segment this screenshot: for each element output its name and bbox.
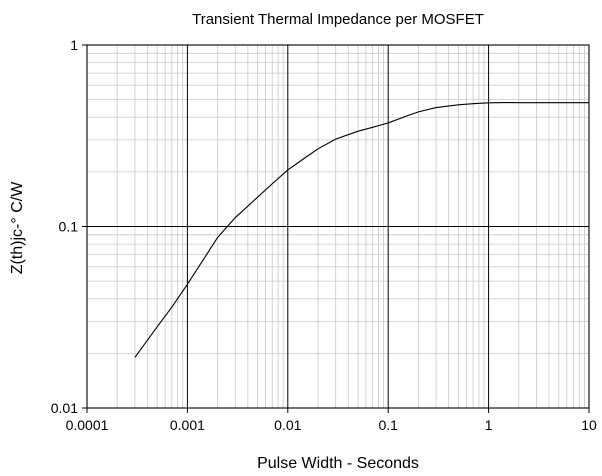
x-tick-label: 0.1 [378,417,398,433]
x-tick-label: 10 [581,417,597,433]
x-tick-label: 0.0001 [66,417,109,433]
x-tick-label: 1 [485,417,493,433]
plot-area [86,44,590,409]
x-axis-ticks: 0.0001 0.001 0.01 0.1 1 10 [66,408,597,433]
major-grid [87,45,589,408]
y-tick-label: 1 [70,37,78,53]
x-tick-label: 0.001 [170,417,205,433]
chart-title: Transient Thermal Impedance per MOSFET [192,11,484,28]
series-line [134,101,589,358]
y-axis-label: Z(th)jc-° C/W [9,181,26,275]
x-tick-label: 0.01 [274,417,301,433]
y-tick-label: 0.01 [51,400,78,416]
y-tick-label: 0.1 [59,219,79,235]
y-axis-ticks: 0.01 0.1 1 [51,37,87,416]
x-axis-label: Pulse Width - Seconds [257,455,419,472]
